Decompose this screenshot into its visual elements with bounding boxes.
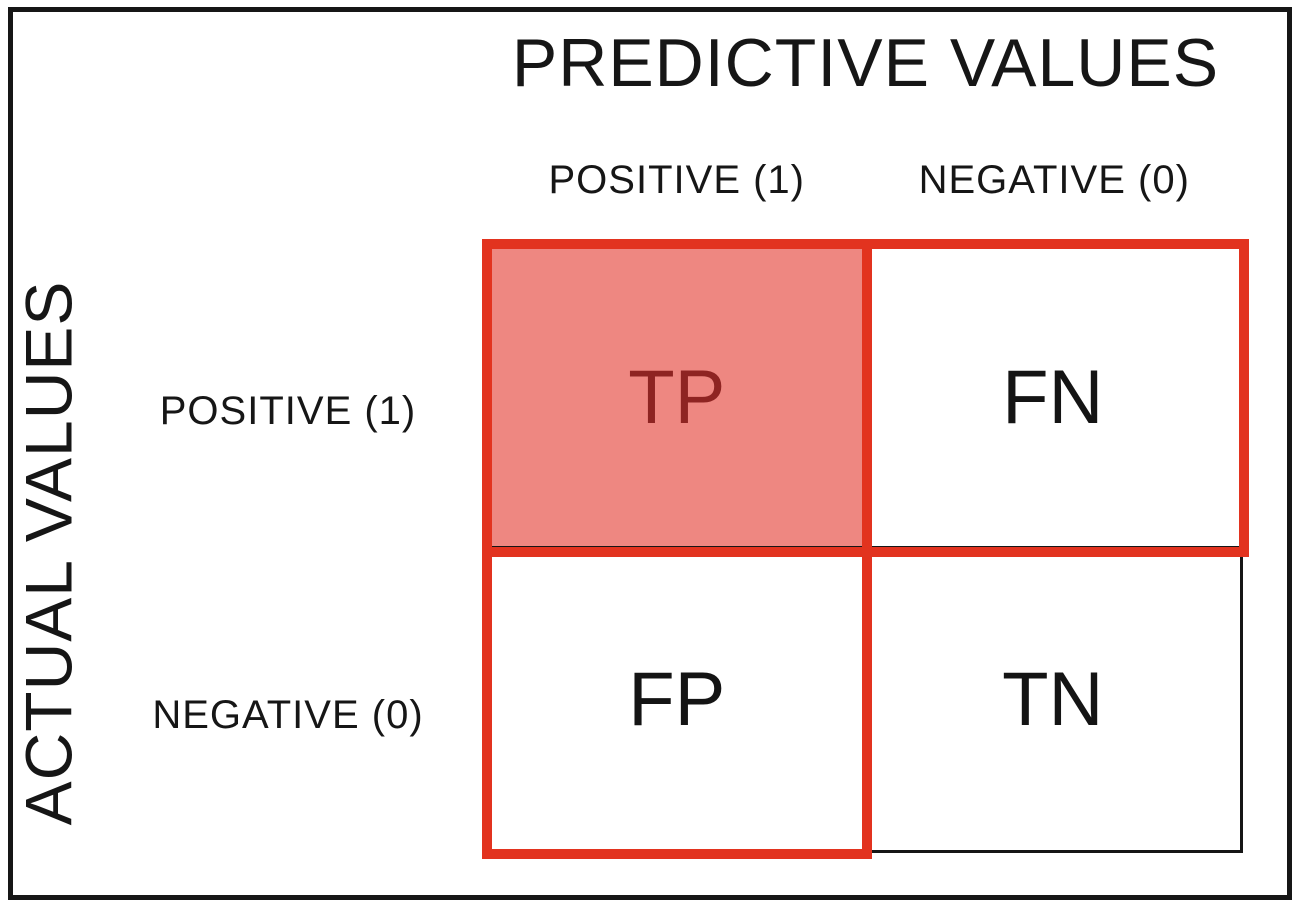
cell-true-positive: TP xyxy=(488,245,866,549)
column-header-negative: NEGATIVE (0) xyxy=(918,158,1190,202)
row-label-positive-text: POSITIVE (1) xyxy=(159,388,417,433)
matrix-grid: TP FN FP TN xyxy=(482,239,1249,859)
row-label-positive: POSITIVE (1) xyxy=(96,245,480,549)
cell-false-positive: FP xyxy=(488,549,866,853)
outer-frame xyxy=(8,7,1292,900)
row-label-negative: NEGATIVE (0) xyxy=(96,549,480,853)
actual-values-axis-label: ACTUAL VALUES xyxy=(0,245,96,860)
row-label-negative-text: NEGATIVE (0) xyxy=(152,692,424,737)
cell-true-negative: TN xyxy=(865,549,1243,853)
predictive-values-title: PREDICTIVE VALUES xyxy=(511,25,1220,101)
column-headers: POSITIVE (1) NEGATIVE (0) xyxy=(488,158,1243,203)
column-header-positive: POSITIVE (1) xyxy=(548,158,805,202)
cell-false-negative: FN xyxy=(865,245,1243,549)
actual-values-axis-label-text: ACTUAL VALUES xyxy=(11,280,85,825)
